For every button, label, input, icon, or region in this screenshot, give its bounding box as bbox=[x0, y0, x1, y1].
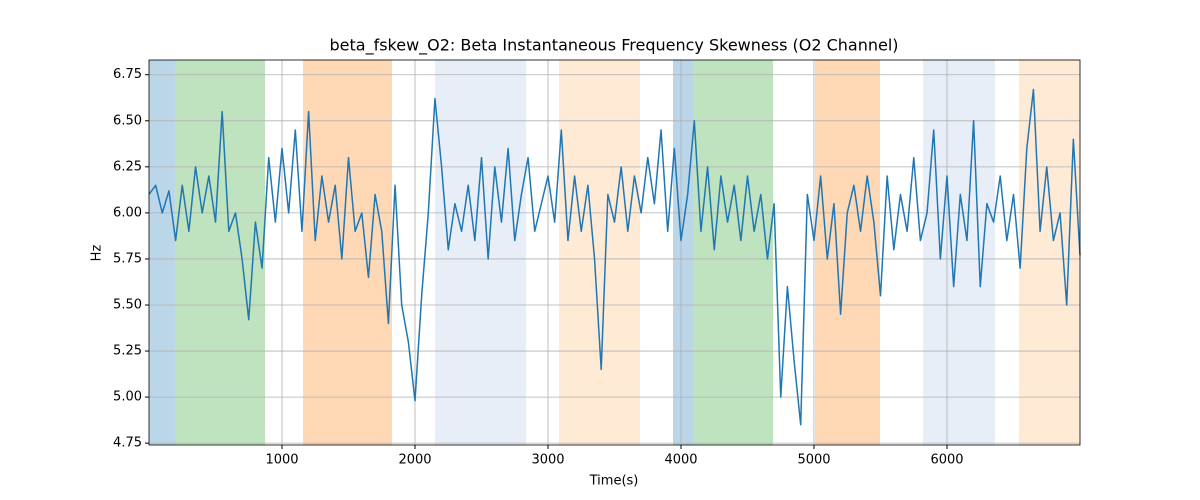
y-axis-label: Hz bbox=[90, 245, 105, 262]
shaded-region bbox=[434, 60, 527, 445]
y-tick-label: 6.75 bbox=[113, 67, 142, 82]
shaded-region bbox=[149, 60, 175, 445]
shaded-region bbox=[815, 60, 880, 445]
shaded-region bbox=[174, 60, 265, 445]
shaded-region bbox=[692, 60, 774, 445]
y-tick-label: 5.50 bbox=[113, 298, 142, 313]
x-tick-label: 3000 bbox=[531, 453, 564, 468]
y-tick-label: 6.00 bbox=[113, 205, 142, 220]
x-tick-label: 1000 bbox=[265, 453, 298, 468]
data-line bbox=[148, 88, 1081, 426]
y-tick-label: 5.75 bbox=[113, 251, 142, 266]
y-tick-label: 6.25 bbox=[113, 159, 142, 174]
x-tick-label: 6000 bbox=[930, 453, 963, 468]
x-tick-label: 5000 bbox=[797, 453, 830, 468]
chart-title: beta_fskew_O2: Beta Instantaneous Freque… bbox=[329, 36, 898, 56]
y-tick-label: 5.25 bbox=[113, 344, 142, 359]
x-axis-label: Time(s) bbox=[589, 474, 639, 489]
x-tick-label: 2000 bbox=[398, 453, 431, 468]
shaded-region bbox=[1018, 60, 1080, 445]
shaded-region bbox=[303, 60, 392, 445]
y-tick-label: 6.50 bbox=[113, 113, 142, 128]
y-tick-label: 5.00 bbox=[113, 390, 142, 405]
shaded-region bbox=[923, 60, 996, 445]
y-tick-label: 4.75 bbox=[113, 436, 142, 451]
x-tick-label: 4000 bbox=[664, 453, 697, 468]
plot-frame bbox=[148, 59, 1081, 446]
shaded-region bbox=[559, 60, 641, 445]
shaded-region bbox=[673, 60, 693, 445]
